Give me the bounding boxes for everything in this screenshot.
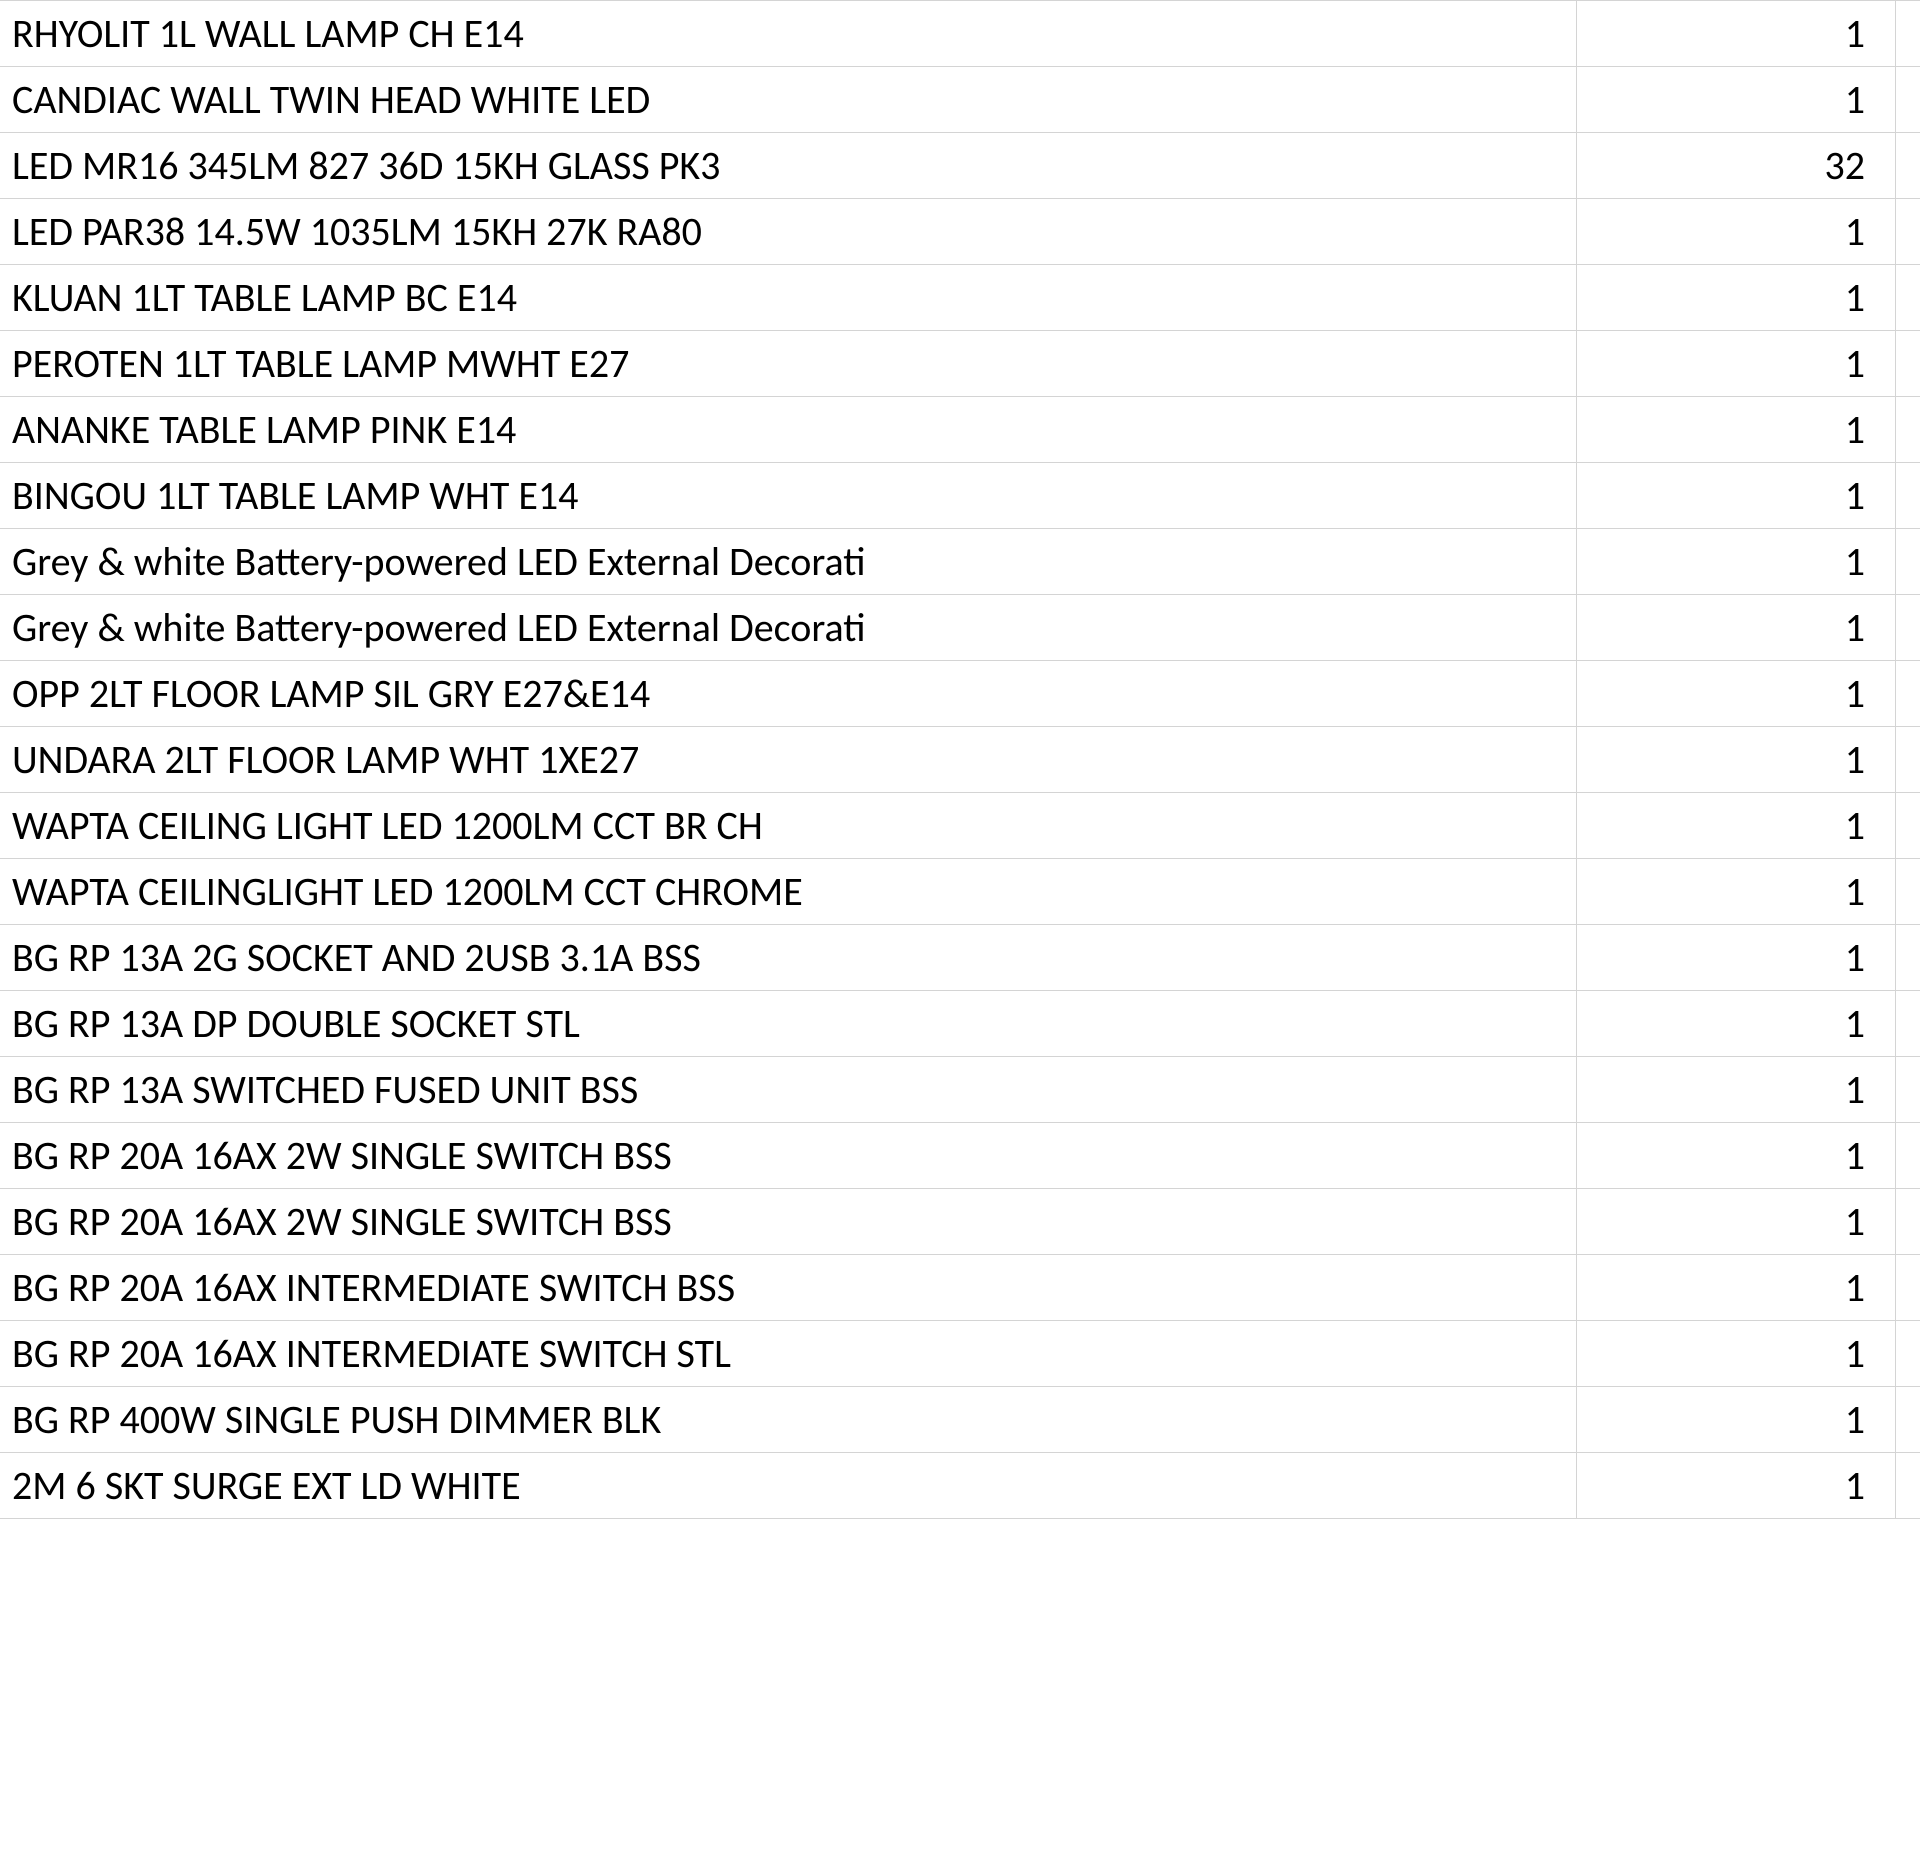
table-row[interactable]: UNDARA 2LT FLOOR LAMP WHT 1XE271 (0, 727, 1920, 793)
description-cell[interactable]: KLUAN 1LT TABLE LAMP BC E14 (0, 265, 1577, 331)
empty-cell[interactable] (1895, 199, 1920, 265)
empty-cell[interactable] (1895, 1123, 1920, 1189)
table-row[interactable]: WAPTA CEILING LIGHT LED 1200LM CCT BR CH… (0, 793, 1920, 859)
table-row[interactable]: 2M 6 SKT SURGE EXT LD WHITE1 (0, 1453, 1920, 1519)
table-row[interactable]: CANDIAC WALL TWIN HEAD WHITE LED1 (0, 67, 1920, 133)
empty-cell[interactable] (1895, 133, 1920, 199)
description-cell[interactable]: WAPTA CEILINGLIGHT LED 1200LM CCT CHROME (0, 859, 1577, 925)
description-cell[interactable]: LED MR16 345LM 827 36D 15KH GLASS PK3 (0, 133, 1577, 199)
description-cell[interactable]: PEROTEN 1LT TABLE LAMP MWHT E27 (0, 331, 1577, 397)
description-cell[interactable]: BG RP 20A 16AX 2W SINGLE SWITCH BSS (0, 1189, 1577, 1255)
quantity-cell[interactable]: 1 (1577, 67, 1896, 133)
table-row[interactable]: LED MR16 345LM 827 36D 15KH GLASS PK332 (0, 133, 1920, 199)
description-cell[interactable]: BG RP 20A 16AX 2W SINGLE SWITCH BSS (0, 1123, 1577, 1189)
description-cell[interactable]: 2M 6 SKT SURGE EXT LD WHITE (0, 1453, 1577, 1519)
empty-cell[interactable] (1895, 1, 1920, 67)
description-cell[interactable]: RHYOLIT 1L WALL LAMP CH E14 (0, 1, 1577, 67)
description-cell[interactable]: CANDIAC WALL TWIN HEAD WHITE LED (0, 67, 1577, 133)
quantity-cell[interactable]: 1 (1577, 199, 1896, 265)
spreadsheet-table: RHYOLIT 1L WALL LAMP CH E141CANDIAC WALL… (0, 0, 1920, 1519)
description-cell[interactable]: BG RP 400W SINGLE PUSH DIMMER BLK (0, 1387, 1577, 1453)
table-row[interactable]: PEROTEN 1LT TABLE LAMP MWHT E271 (0, 331, 1920, 397)
quantity-cell[interactable]: 1 (1577, 1189, 1896, 1255)
description-cell[interactable]: BG RP 13A DP DOUBLE SOCKET STL (0, 991, 1577, 1057)
quantity-cell[interactable]: 1 (1577, 859, 1896, 925)
empty-cell[interactable] (1895, 1387, 1920, 1453)
quantity-cell[interactable]: 1 (1577, 265, 1896, 331)
quantity-cell[interactable]: 1 (1577, 1387, 1896, 1453)
quantity-cell[interactable]: 1 (1577, 727, 1896, 793)
quantity-cell[interactable]: 1 (1577, 1, 1896, 67)
quantity-cell[interactable]: 1 (1577, 397, 1896, 463)
empty-cell[interactable] (1895, 1057, 1920, 1123)
empty-cell[interactable] (1895, 67, 1920, 133)
empty-cell[interactable] (1895, 727, 1920, 793)
table-row[interactable]: BG RP 20A 16AX INTERMEDIATE SWITCH STL1 (0, 1321, 1920, 1387)
empty-cell[interactable] (1895, 463, 1920, 529)
empty-cell[interactable] (1895, 265, 1920, 331)
table-row[interactable]: WAPTA CEILINGLIGHT LED 1200LM CCT CHROME… (0, 859, 1920, 925)
empty-cell[interactable] (1895, 1321, 1920, 1387)
empty-cell[interactable] (1895, 1189, 1920, 1255)
description-cell[interactable]: BG RP 20A 16AX INTERMEDIATE SWITCH BSS (0, 1255, 1577, 1321)
quantity-cell[interactable]: 1 (1577, 991, 1896, 1057)
table-row[interactable]: Grey & white Battery-powered LED Externa… (0, 595, 1920, 661)
empty-cell[interactable] (1895, 925, 1920, 991)
table-row[interactable]: BG RP 20A 16AX 2W SINGLE SWITCH BSS1 (0, 1123, 1920, 1189)
quantity-cell[interactable]: 1 (1577, 595, 1896, 661)
empty-cell[interactable] (1895, 793, 1920, 859)
table-row[interactable]: RHYOLIT 1L WALL LAMP CH E141 (0, 1, 1920, 67)
table-row[interactable]: LED PAR38 14.5W 1035LM 15KH 27K RA801 (0, 199, 1920, 265)
table-row[interactable]: BG RP 13A 2G SOCKET AND 2USB 3.1A BSS1 (0, 925, 1920, 991)
empty-cell[interactable] (1895, 1453, 1920, 1519)
description-cell[interactable]: OPP 2LT FLOOR LAMP SIL GRY E27&E14 (0, 661, 1577, 727)
table-row[interactable]: BINGOU 1LT TABLE LAMP WHT E141 (0, 463, 1920, 529)
empty-cell[interactable] (1895, 1255, 1920, 1321)
quantity-cell[interactable]: 1 (1577, 1255, 1896, 1321)
table-row[interactable]: Grey & white Battery-powered LED Externa… (0, 529, 1920, 595)
description-cell[interactable]: BG RP 20A 16AX INTERMEDIATE SWITCH STL (0, 1321, 1577, 1387)
empty-cell[interactable] (1895, 595, 1920, 661)
quantity-cell[interactable]: 1 (1577, 529, 1896, 595)
quantity-cell[interactable]: 1 (1577, 793, 1896, 859)
quantity-cell[interactable]: 1 (1577, 1123, 1896, 1189)
quantity-cell[interactable]: 1 (1577, 1453, 1896, 1519)
empty-cell[interactable] (1895, 859, 1920, 925)
quantity-cell[interactable]: 1 (1577, 925, 1896, 991)
description-cell[interactable]: ANANKE TABLE LAMP PINK E14 (0, 397, 1577, 463)
quantity-cell[interactable]: 1 (1577, 463, 1896, 529)
quantity-cell[interactable]: 1 (1577, 661, 1896, 727)
description-cell[interactable]: Grey & white Battery-powered LED Externa… (0, 529, 1577, 595)
quantity-cell[interactable]: 1 (1577, 1057, 1896, 1123)
table-row[interactable]: KLUAN 1LT TABLE LAMP BC E141 (0, 265, 1920, 331)
description-cell[interactable]: UNDARA 2LT FLOOR LAMP WHT 1XE27 (0, 727, 1577, 793)
quantity-cell[interactable]: 32 (1577, 133, 1896, 199)
description-cell[interactable]: BINGOU 1LT TABLE LAMP WHT E14 (0, 463, 1577, 529)
description-cell[interactable]: Grey & white Battery-powered LED Externa… (0, 595, 1577, 661)
empty-cell[interactable] (1895, 331, 1920, 397)
table-row[interactable]: BG RP 400W SINGLE PUSH DIMMER BLK1 (0, 1387, 1920, 1453)
table-row[interactable]: BG RP 20A 16AX 2W SINGLE SWITCH BSS1 (0, 1189, 1920, 1255)
quantity-cell[interactable]: 1 (1577, 1321, 1896, 1387)
table-row[interactable]: BG RP 13A DP DOUBLE SOCKET STL1 (0, 991, 1920, 1057)
table-row[interactable]: OPP 2LT FLOOR LAMP SIL GRY E27&E141 (0, 661, 1920, 727)
table-row[interactable]: ANANKE TABLE LAMP PINK E141 (0, 397, 1920, 463)
empty-cell[interactable] (1895, 661, 1920, 727)
empty-cell[interactable] (1895, 991, 1920, 1057)
description-cell[interactable]: LED PAR38 14.5W 1035LM 15KH 27K RA80 (0, 199, 1577, 265)
table-row[interactable]: BG RP 20A 16AX INTERMEDIATE SWITCH BSS1 (0, 1255, 1920, 1321)
description-cell[interactable]: WAPTA CEILING LIGHT LED 1200LM CCT BR CH (0, 793, 1577, 859)
quantity-cell[interactable]: 1 (1577, 331, 1896, 397)
description-cell[interactable]: BG RP 13A SWITCHED FUSED UNIT BSS (0, 1057, 1577, 1123)
empty-cell[interactable] (1895, 397, 1920, 463)
table-row[interactable]: BG RP 13A SWITCHED FUSED UNIT BSS1 (0, 1057, 1920, 1123)
empty-cell[interactable] (1895, 529, 1920, 595)
description-cell[interactable]: BG RP 13A 2G SOCKET AND 2USB 3.1A BSS (0, 925, 1577, 991)
